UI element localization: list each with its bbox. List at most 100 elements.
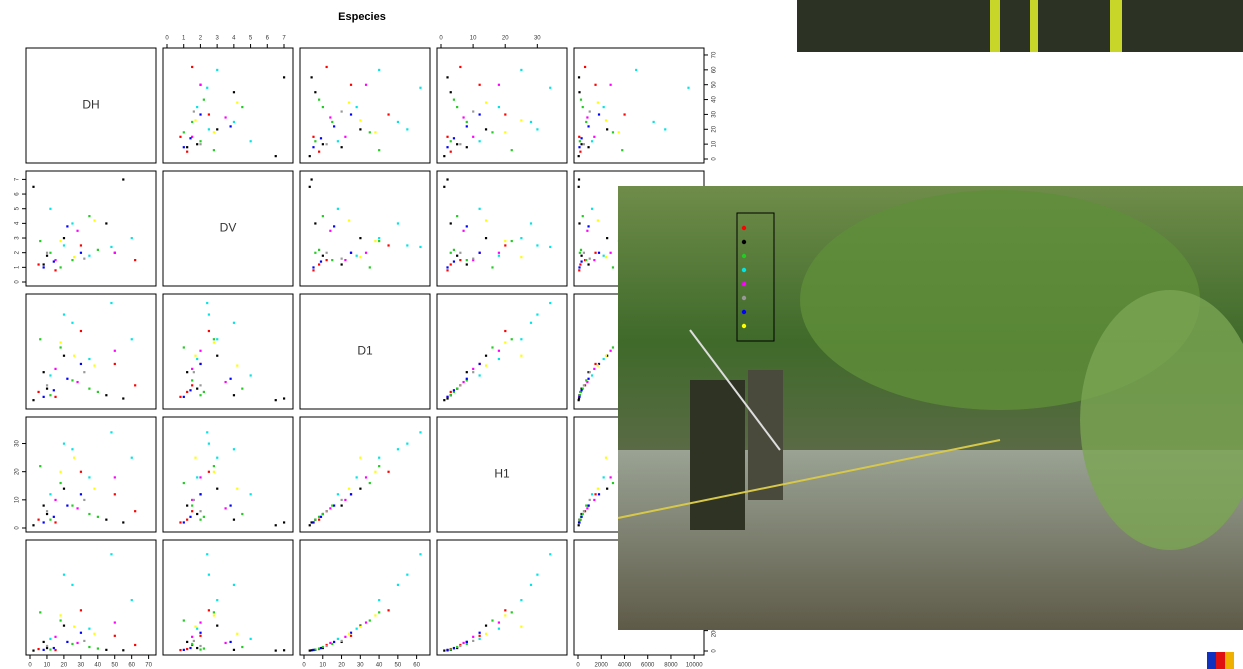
point <box>322 255 324 257</box>
point <box>606 237 608 239</box>
x-tick-label: 20 <box>61 663 68 669</box>
point <box>208 471 210 473</box>
point <box>233 519 235 521</box>
point <box>318 519 320 521</box>
point <box>485 219 487 221</box>
point <box>216 69 218 71</box>
point <box>530 322 532 324</box>
point <box>199 635 201 637</box>
point <box>450 263 452 265</box>
point <box>337 638 339 640</box>
x-tick-label: 0 <box>439 36 443 42</box>
point <box>189 516 191 518</box>
point <box>88 388 90 390</box>
point <box>579 519 581 521</box>
point <box>605 355 607 357</box>
point <box>71 322 73 324</box>
point <box>356 255 358 257</box>
point <box>504 330 506 332</box>
point <box>199 143 201 145</box>
point <box>511 149 513 151</box>
point <box>446 178 448 180</box>
point <box>230 125 232 127</box>
point <box>333 504 335 506</box>
point <box>459 384 461 386</box>
point <box>491 346 493 348</box>
point <box>456 215 458 217</box>
point <box>333 225 335 227</box>
point <box>443 155 445 157</box>
point <box>283 397 285 399</box>
point <box>122 521 124 523</box>
point <box>580 249 582 251</box>
point <box>459 259 461 261</box>
panels: DHDVD1H1VT001010202030304040505060607070… <box>15 36 718 669</box>
point <box>46 647 48 649</box>
point <box>66 641 68 643</box>
point <box>585 121 587 123</box>
point <box>580 260 582 262</box>
point <box>80 493 82 495</box>
point <box>208 313 210 315</box>
point <box>236 102 238 104</box>
point <box>530 222 532 224</box>
y-tick-label: 2 <box>15 250 21 254</box>
point <box>309 186 311 188</box>
x-tick-label: 2000 <box>595 663 609 669</box>
x-tick-label: 0 <box>165 36 169 42</box>
point <box>450 140 452 142</box>
point <box>83 640 85 642</box>
x-tick-label: 40 <box>376 663 383 669</box>
point <box>450 391 452 393</box>
panel <box>26 540 156 655</box>
point <box>597 219 599 221</box>
point <box>326 66 328 68</box>
x-tick-label: 30 <box>77 663 84 669</box>
point <box>587 125 589 127</box>
point <box>369 619 371 621</box>
point <box>71 584 73 586</box>
point <box>206 87 208 89</box>
legend-swatch <box>742 226 746 230</box>
point <box>37 519 39 521</box>
point <box>450 151 452 153</box>
point <box>369 131 371 133</box>
point <box>348 633 350 635</box>
point <box>365 476 367 478</box>
point <box>498 350 500 352</box>
point <box>359 488 361 490</box>
point <box>350 252 352 254</box>
point <box>80 330 82 332</box>
point <box>536 244 538 246</box>
point <box>549 87 551 89</box>
point <box>233 584 235 586</box>
point <box>549 302 551 304</box>
panel <box>300 171 430 286</box>
point <box>114 621 116 623</box>
point <box>49 648 51 650</box>
point <box>587 504 589 506</box>
point <box>387 609 389 611</box>
point <box>39 338 41 340</box>
point <box>450 91 452 93</box>
point <box>191 66 193 68</box>
point <box>39 465 41 467</box>
point <box>179 649 181 651</box>
point <box>186 519 188 521</box>
point <box>80 632 82 634</box>
legend-swatch <box>742 310 746 314</box>
point <box>450 222 452 224</box>
x-tick-label: 40 <box>94 663 101 669</box>
point <box>216 625 218 627</box>
point <box>60 346 62 348</box>
legend-swatch <box>742 254 746 258</box>
point <box>80 244 82 246</box>
point <box>520 119 522 121</box>
point <box>114 635 116 637</box>
point <box>236 488 238 490</box>
point <box>80 609 82 611</box>
point <box>485 633 487 635</box>
point <box>341 110 343 112</box>
point <box>97 647 99 649</box>
point <box>203 516 205 518</box>
